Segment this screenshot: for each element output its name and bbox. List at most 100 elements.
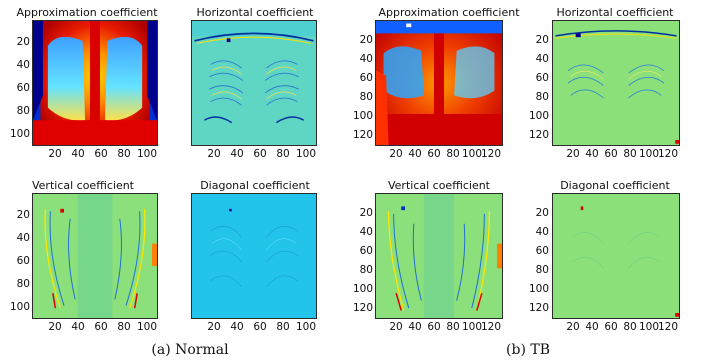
x-tick: 120	[657, 148, 679, 160]
y-tick: 20	[16, 36, 30, 48]
y-tick: 20	[535, 34, 549, 46]
x-tick: 20	[566, 148, 580, 160]
vertical-image	[376, 194, 502, 318]
x-tick: 80	[623, 321, 637, 333]
x-tick: 100	[638, 148, 660, 160]
y-tick: 20	[535, 207, 549, 219]
diagonal-plot-normal	[191, 193, 317, 319]
horizontal-image	[192, 21, 316, 145]
horizontal-image	[553, 21, 679, 145]
y-tick: 40	[359, 53, 373, 65]
y-tick: 120	[352, 129, 373, 141]
panel-title: Approximation coefficient	[16, 6, 158, 19]
panel-title: Approximation coefficient	[378, 6, 520, 19]
y-tick: 100	[528, 110, 549, 122]
y-tick: 80	[359, 91, 373, 103]
x-tick: 60	[427, 321, 441, 333]
x-tick: 80	[276, 148, 290, 160]
x-tick: 20	[566, 321, 580, 333]
panel-title: Horizontal coefficient	[196, 6, 314, 19]
y-tick: 40	[535, 53, 549, 65]
x-tick: 100	[295, 148, 317, 160]
x-tick: 120	[657, 321, 679, 333]
x-tick: 60	[253, 321, 267, 333]
y-tick: 120	[528, 129, 549, 141]
x-tick: 20	[389, 321, 403, 333]
x-tick: 60	[604, 321, 618, 333]
y-tick: 60	[359, 72, 373, 84]
panel-title: Diagonal coefficient	[200, 179, 310, 192]
figure-caption: (a) Normal	[151, 342, 229, 358]
x-tick: 60	[604, 148, 618, 160]
y-tick: 20	[359, 207, 373, 219]
x-tick: 20	[48, 148, 62, 160]
figure-caption: (b) TB	[506, 342, 550, 358]
x-tick: 80	[117, 321, 131, 333]
y-tick: 100	[352, 283, 373, 295]
x-tick: 20	[207, 148, 221, 160]
x-tick: 60	[94, 321, 108, 333]
y-tick: 80	[359, 264, 373, 276]
y-tick: 60	[359, 245, 373, 257]
x-tick: 100	[461, 321, 483, 333]
approximation-image	[33, 21, 157, 145]
x-tick: 40	[71, 321, 85, 333]
y-tick: 60	[16, 82, 30, 94]
x-tick: 40	[408, 148, 422, 160]
x-tick: 40	[408, 321, 422, 333]
x-tick: 80	[446, 321, 460, 333]
diagonal-image	[192, 194, 316, 318]
x-tick: 40	[71, 148, 85, 160]
y-tick: 20	[359, 34, 373, 46]
y-tick: 100	[9, 301, 30, 313]
vertical-image	[33, 194, 157, 318]
vertical-plot-tb	[375, 193, 503, 319]
horizontal-plot-tb	[552, 20, 680, 146]
panel-title: Horizontal coefficient	[556, 6, 674, 19]
x-tick: 80	[276, 321, 290, 333]
y-tick: 80	[535, 91, 549, 103]
x-tick: 40	[585, 321, 599, 333]
approximation-plot-normal	[32, 20, 158, 146]
diagonal-plot-tb	[552, 193, 680, 319]
panel-title: Vertical coefficient	[387, 179, 490, 192]
x-tick: 60	[427, 148, 441, 160]
y-tick: 120	[352, 302, 373, 314]
y-tick: 60	[535, 72, 549, 84]
y-tick: 40	[16, 232, 30, 244]
x-tick: 60	[94, 148, 108, 160]
y-tick: 80	[535, 264, 549, 276]
approximation-plot-tb	[375, 20, 503, 146]
x-tick: 20	[207, 321, 221, 333]
y-tick: 40	[16, 59, 30, 71]
x-tick: 40	[585, 148, 599, 160]
y-tick: 100	[528, 283, 549, 295]
x-tick: 20	[48, 321, 62, 333]
x-tick: 100	[461, 148, 483, 160]
diagonal-image	[553, 194, 679, 318]
x-tick: 80	[623, 148, 637, 160]
x-tick: 100	[136, 148, 158, 160]
x-tick: 40	[230, 148, 244, 160]
y-tick: 120	[528, 302, 549, 314]
horizontal-plot-normal	[191, 20, 317, 146]
y-tick: 100	[9, 128, 30, 140]
y-tick: 100	[352, 110, 373, 122]
y-tick: 40	[359, 226, 373, 238]
y-tick: 20	[16, 209, 30, 221]
y-tick: 60	[16, 255, 30, 267]
y-tick: 40	[535, 226, 549, 238]
x-tick: 100	[638, 321, 660, 333]
x-tick: 20	[389, 148, 403, 160]
vertical-plot-normal	[32, 193, 158, 319]
panel-title: Vertical coefficient	[31, 179, 134, 192]
x-tick: 120	[480, 148, 502, 160]
x-tick: 120	[480, 321, 502, 333]
y-tick: 60	[535, 245, 549, 257]
y-tick: 80	[16, 105, 30, 117]
x-tick: 60	[253, 148, 267, 160]
x-tick: 100	[136, 321, 158, 333]
panel-title: Diagonal coefficient	[560, 179, 670, 192]
x-tick: 80	[446, 148, 460, 160]
x-tick: 40	[230, 321, 244, 333]
